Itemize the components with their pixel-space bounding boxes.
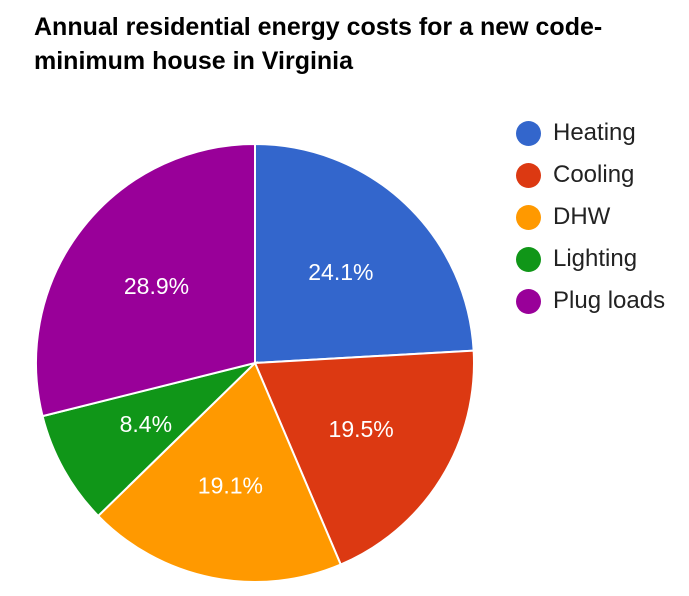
pie-data-labels: 24.1% 19.5% 19.1% 8.4% 28.9%: [120, 259, 394, 498]
pie-label-plug-loads: 28.9%: [124, 273, 189, 299]
legend-label-plug-loads: Plug loads: [553, 287, 666, 314]
legend-item-plug-loads[interactable]: Plug loads: [516, 280, 665, 322]
legend-swatch-heating: [516, 120, 541, 146]
pie-slice-heating[interactable]: [254, 142, 475, 365]
legend-swatch-cooling: [516, 162, 541, 188]
pie-label-dhw: 19.1%: [198, 473, 263, 499]
legend-label-lighting: Lighting: [553, 245, 638, 272]
pie-slice-dhw[interactable]: [96, 361, 343, 583]
legend-item-lighting[interactable]: Lighting: [516, 238, 665, 280]
legend-label-heating: Heating: [553, 119, 636, 146]
pie-label-lighting: 8.4%: [120, 411, 172, 437]
pie-label-heating: 24.1%: [308, 259, 373, 285]
pie-slice-plug-loads[interactable]: [35, 142, 256, 418]
pie-slices: [35, 142, 475, 583]
pie-label-cooling: 19.5%: [329, 416, 394, 442]
legend-label-cooling: Cooling: [553, 161, 635, 188]
pie-slice-lighting[interactable]: [41, 361, 259, 518]
legend-swatch-lighting: [516, 246, 541, 272]
legend-item-heating[interactable]: Heating: [516, 112, 665, 154]
pie-slice-cooling[interactable]: [253, 349, 475, 566]
legend-swatch-plug-loads: [516, 288, 541, 314]
legend-label-dhw: DHW: [553, 203, 611, 230]
chart-title-line-1: Annual residential energy costs for a ne…: [34, 13, 603, 41]
legend-item-dhw[interactable]: DHW: [516, 196, 665, 238]
legend-swatch-dhw: [516, 204, 541, 230]
chart-title-line-2: minimum house in Virginia: [34, 47, 354, 75]
chart-title: Annual residential energy costs for a ne…: [34, 10, 654, 78]
legend-item-cooling[interactable]: Cooling: [516, 154, 665, 196]
legend: Heating Cooling DHW Lighting Plug loads: [516, 112, 665, 322]
